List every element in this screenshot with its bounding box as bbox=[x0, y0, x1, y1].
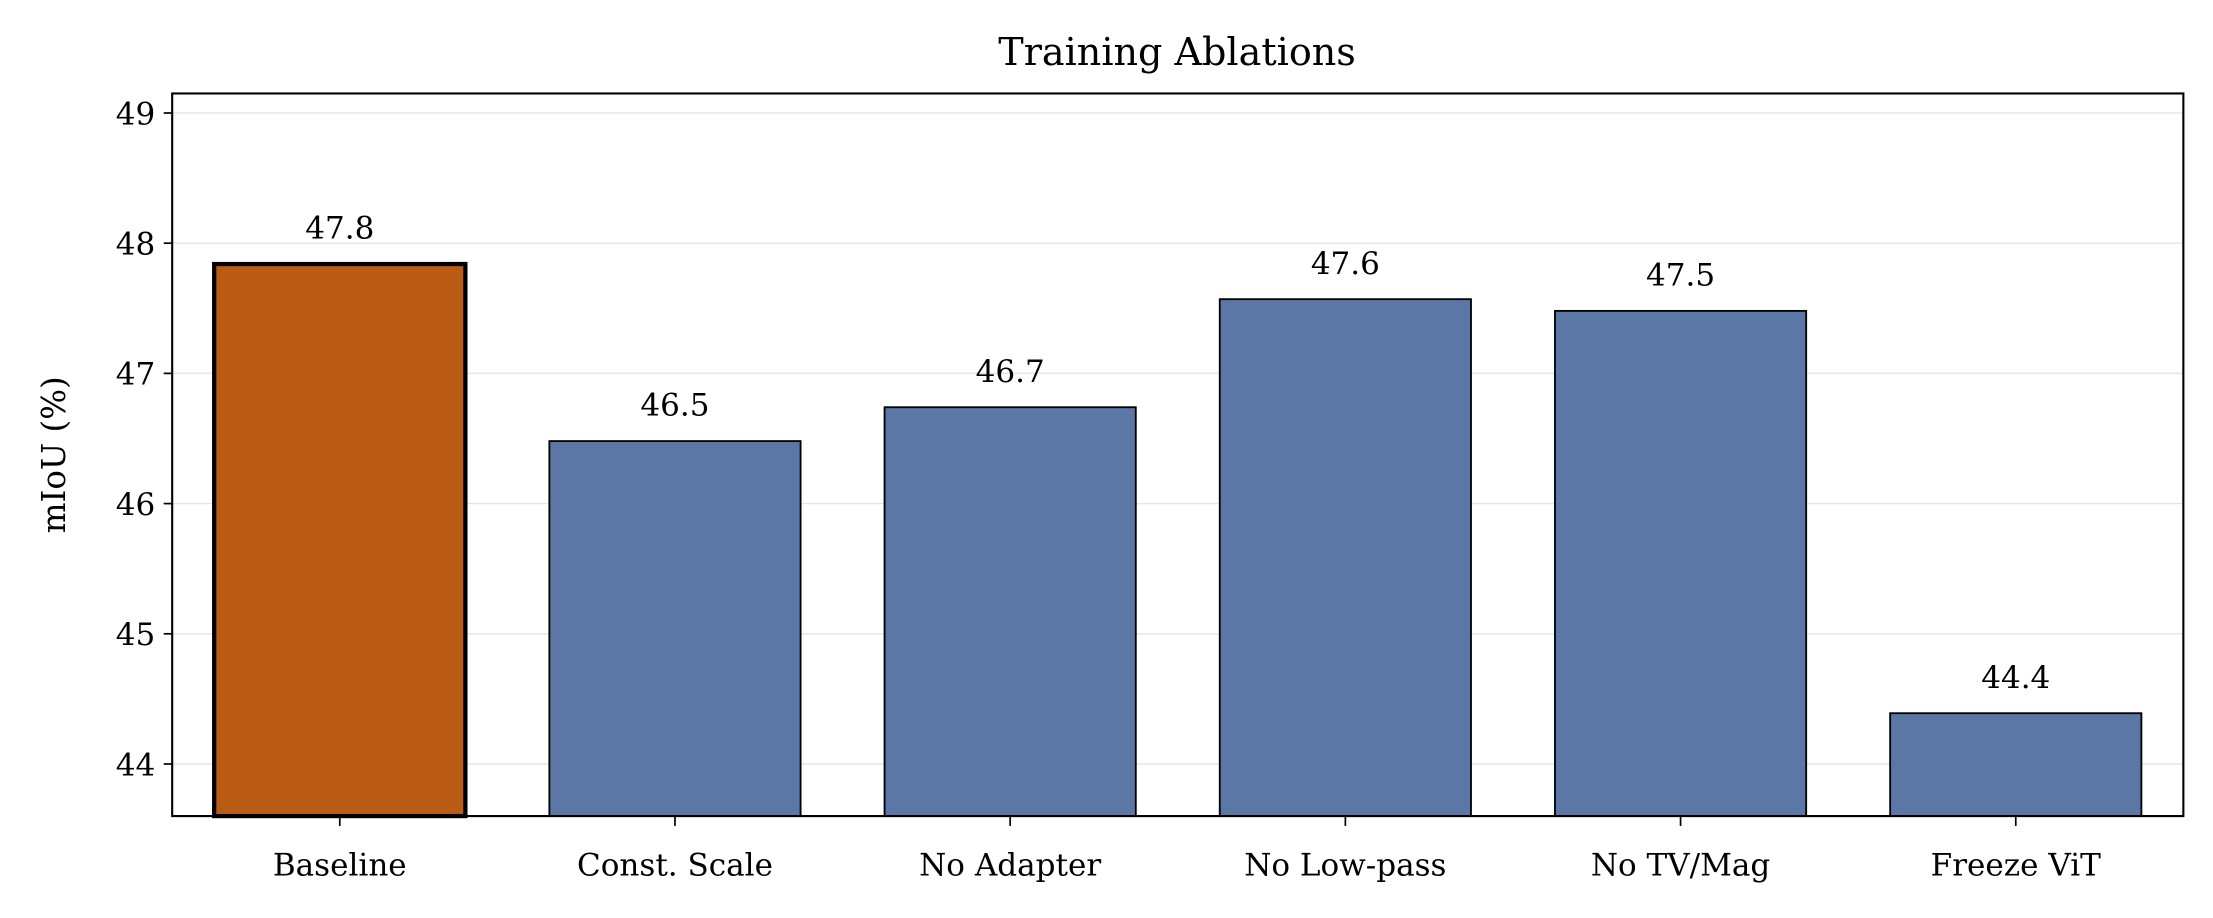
x-tick-label: No Adapter bbox=[919, 847, 1101, 883]
x-tick-label: Baseline bbox=[273, 847, 407, 883]
x-tick-label: No Low-pass bbox=[1244, 847, 1446, 883]
y-tick-label: 48 bbox=[116, 226, 156, 262]
y-tick-label: 49 bbox=[116, 96, 156, 132]
y-tick-label: 44 bbox=[116, 747, 156, 783]
plot-frame bbox=[171, 92, 2185, 818]
x-tick-label: No TV/Mag bbox=[1591, 847, 1770, 883]
x-tick-label: Freeze ViT bbox=[1931, 847, 2101, 883]
y-tick-label: 46 bbox=[116, 487, 156, 523]
data-label: 47.5 bbox=[1646, 257, 1715, 293]
y-tick-label: 47 bbox=[116, 357, 156, 393]
bar-no-tv-mag bbox=[1554, 309, 1808, 817]
y-tick-label: 45 bbox=[116, 617, 156, 653]
bar-no-adapter bbox=[883, 406, 1137, 817]
data-label: 47.6 bbox=[1311, 246, 1380, 282]
data-label: 44.4 bbox=[1981, 660, 2050, 696]
bar-no-low-pass bbox=[1218, 298, 1472, 817]
bar-const-scale bbox=[548, 440, 802, 817]
x-tick-label: Const. Scale bbox=[577, 847, 773, 883]
bar-freeze-vit bbox=[1889, 712, 2143, 817]
chart-title: Training Ablations bbox=[998, 30, 1356, 74]
bar-baseline bbox=[212, 261, 468, 819]
data-label: 46.5 bbox=[640, 388, 709, 424]
data-label: 46.7 bbox=[976, 354, 1045, 390]
data-label: 47.8 bbox=[305, 211, 374, 247]
y-axis-label: mIoU (%) bbox=[35, 376, 73, 533]
